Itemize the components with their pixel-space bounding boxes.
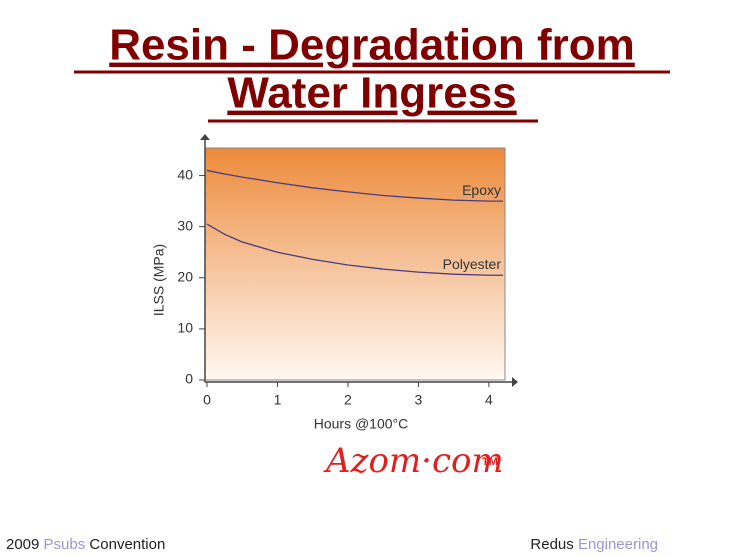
y-tick-label: 30 xyxy=(177,217,193,233)
footer-text: Redus xyxy=(530,536,573,553)
series-label: Epoxy xyxy=(462,182,501,198)
footer-text: Engineering xyxy=(578,536,658,553)
y-tick-label: 40 xyxy=(177,166,193,182)
footer-right: Redus Engineering xyxy=(530,536,658,553)
logo: Azom·com xyxy=(323,441,504,481)
y-tick-label: 20 xyxy=(177,268,193,284)
x-axis-arrow xyxy=(512,377,518,387)
x-axis-label: Hours @100°C xyxy=(314,416,409,432)
logo-mark: TM xyxy=(482,456,498,468)
y-tick-label: 10 xyxy=(177,320,193,336)
plot: 0 10 20 30 40 0 1 2 3 4 Hours @100°C ILSS (MPa) Epox… xyxy=(151,134,518,432)
x-tick-label: 2 xyxy=(344,392,352,408)
x-tick-label: 1 xyxy=(274,392,282,408)
y-axis-arrow xyxy=(200,134,210,140)
series-line xyxy=(206,223,503,276)
x-tick-label: 4 xyxy=(485,392,493,408)
series-line xyxy=(206,169,503,202)
footer-left: 2009 Psubs Convention xyxy=(6,536,165,553)
y-axis-label: ILSS (MPa) xyxy=(151,244,167,316)
slide-title: Water Ingress xyxy=(227,69,516,118)
y-tick-label: 0 xyxy=(185,371,193,387)
footer-text: 2009 xyxy=(6,536,39,553)
x-tick-label: 3 xyxy=(415,392,423,408)
footer-text: Psubs xyxy=(44,536,86,553)
x-tick-label: 0 xyxy=(203,392,211,408)
slide-title: Resin - Degradation from xyxy=(109,21,635,70)
series-label: Polyester xyxy=(443,256,502,272)
footer-text: Convention xyxy=(89,536,165,553)
